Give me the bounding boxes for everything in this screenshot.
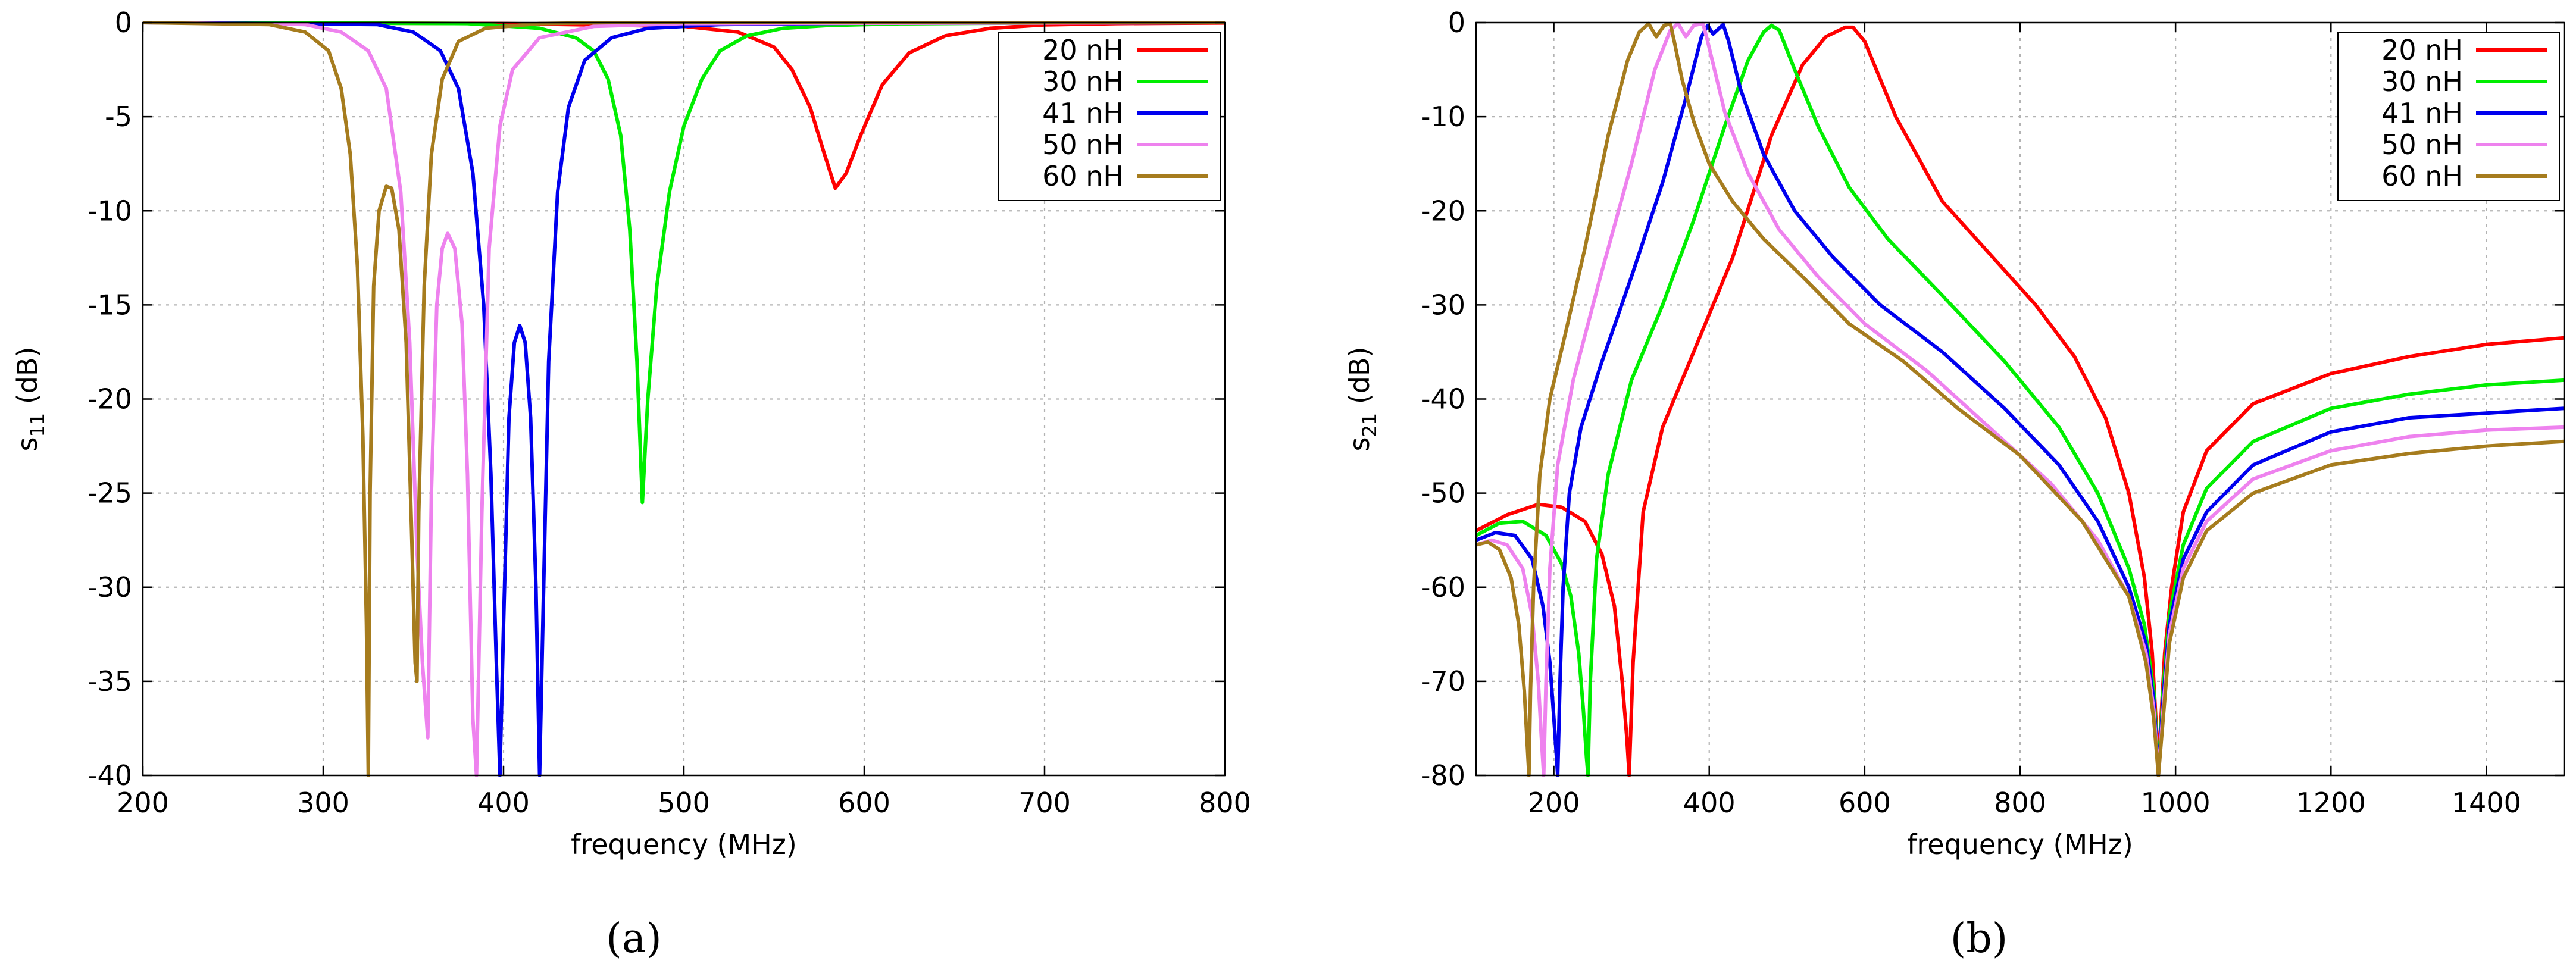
- y-tick-label-b-0: 0: [1448, 7, 1465, 39]
- series-group-a: [143, 21, 1225, 777]
- legend-box-b: [2337, 32, 2560, 201]
- series-line-a-60-nh: [143, 21, 1225, 777]
- panel-label-a: (a): [606, 915, 662, 962]
- x-tick-label-a-2: 400: [477, 787, 530, 819]
- y-tick-label-a-2: -10: [87, 195, 132, 227]
- legend-label-a-2: 41 nH: [1042, 97, 1124, 129]
- x-tick-label-a-5: 700: [1018, 787, 1071, 819]
- x-tick-label-b-3: 800: [1994, 787, 2046, 819]
- y-axis-label-unit-a: (dB): [11, 347, 43, 413]
- y-axis-label-b: s21 (dB): [1343, 347, 1381, 452]
- y-tick-label-a-3: -15: [87, 289, 132, 321]
- y-tick-label-a-6: -30: [87, 571, 132, 603]
- chart-panel-a: 200 300 400 500 600 700 800 0 -5 -10 -15 -20 -25 -30 -…: [11, 7, 1251, 962]
- x-tick-label-b-5: 1200: [2296, 787, 2366, 819]
- legend-label-a-0: 20 nH: [1042, 34, 1124, 66]
- y-tick-label-b-3: -30: [1421, 289, 1465, 321]
- ticks-a: 200 300 400 500 600 700 800 0 -5 -10 -15 -20 -25 -30 -…: [87, 7, 1251, 819]
- x-tick-label-b-4: 1000: [2141, 787, 2211, 819]
- legend-label-b-4: 60 nH: [2381, 160, 2463, 192]
- series-line-a-20-nh: [143, 21, 1225, 190]
- y-tick-label-a-0: 0: [115, 7, 132, 39]
- series-line-b-60-nh: [1476, 21, 2564, 777]
- legend-box-a: [998, 32, 1221, 201]
- y-tick-label-b-7: -70: [1421, 665, 1465, 697]
- legend-label-a-3: 50 nH: [1042, 129, 1124, 161]
- series-line-b-20-nh: [1476, 25, 2564, 777]
- y-tick-label-b-8: -80: [1421, 759, 1465, 791]
- x-tick-label-b-1: 400: [1683, 787, 1736, 819]
- y-axis-label-a: s11 (dB): [11, 347, 49, 452]
- x-tick-label-a-6: 800: [1199, 787, 1251, 819]
- y-tick-label-b-1: -10: [1421, 101, 1465, 133]
- x-axis-label-b: frequency (MHz): [1907, 828, 2133, 860]
- x-tick-label-b-6: 1400: [2452, 787, 2521, 819]
- y-tick-label-a-7: -35: [87, 665, 132, 697]
- x-tick-label-a-3: 500: [658, 787, 710, 819]
- series-line-a-30-nh: [143, 21, 1225, 505]
- y-tick-label-b-4: -40: [1421, 383, 1465, 415]
- series-line-a-50-nh: [143, 21, 1225, 777]
- ticks-b: 200 400 600 800 1000 1200 1400 0 -10 -20 -30 -40 -50…: [1421, 7, 2564, 819]
- legend-label-b-0: 20 nH: [2381, 34, 2463, 66]
- legend-label-b-1: 30 nH: [2381, 65, 2463, 98]
- y-tick-label-b-6: -60: [1421, 571, 1465, 603]
- series-line-a-41-nh: [143, 21, 1225, 777]
- x-tick-label-b-2: 600: [1839, 787, 1891, 819]
- y-tick-label-a-1: -5: [105, 101, 132, 133]
- panel-label-b: (b): [1950, 915, 2008, 962]
- y-tick-label-a-5: -25: [87, 477, 132, 509]
- y-tick-label-b-5: -50: [1421, 477, 1465, 509]
- y-tick-label-a-4: -20: [87, 383, 132, 415]
- series-line-b-30-nh: [1476, 23, 2564, 777]
- x-tick-label-a-4: 600: [838, 787, 890, 819]
- y-axis-label-sub-b: 21: [1358, 413, 1381, 437]
- y-tick-label-b-2: -20: [1421, 195, 1465, 227]
- x-tick-label-a-1: 300: [297, 787, 349, 819]
- y-axis-label-main-a: s: [11, 437, 43, 452]
- y-axis-label-main-b: s: [1343, 437, 1375, 452]
- legend-label-a-4: 60 nH: [1042, 160, 1124, 192]
- legend-label-a-1: 30 nH: [1042, 65, 1124, 98]
- y-axis-label-sub-a: 11: [26, 413, 49, 437]
- x-tick-label-a-0: 200: [117, 787, 169, 819]
- y-tick-label-a-8: -40: [87, 759, 132, 791]
- chart-panel-b: 200 400 600 800 1000 1200 1400 0 -10 -20 -30 -40 -50…: [1343, 7, 2565, 962]
- legend-label-b-3: 50 nH: [2381, 129, 2463, 161]
- legend-label-b-2: 41 nH: [2381, 97, 2463, 129]
- y-axis-label-unit-b: (dB): [1343, 347, 1375, 413]
- x-tick-label-b-0: 200: [1528, 787, 1580, 819]
- x-axis-label-a: frequency (MHz): [571, 828, 797, 860]
